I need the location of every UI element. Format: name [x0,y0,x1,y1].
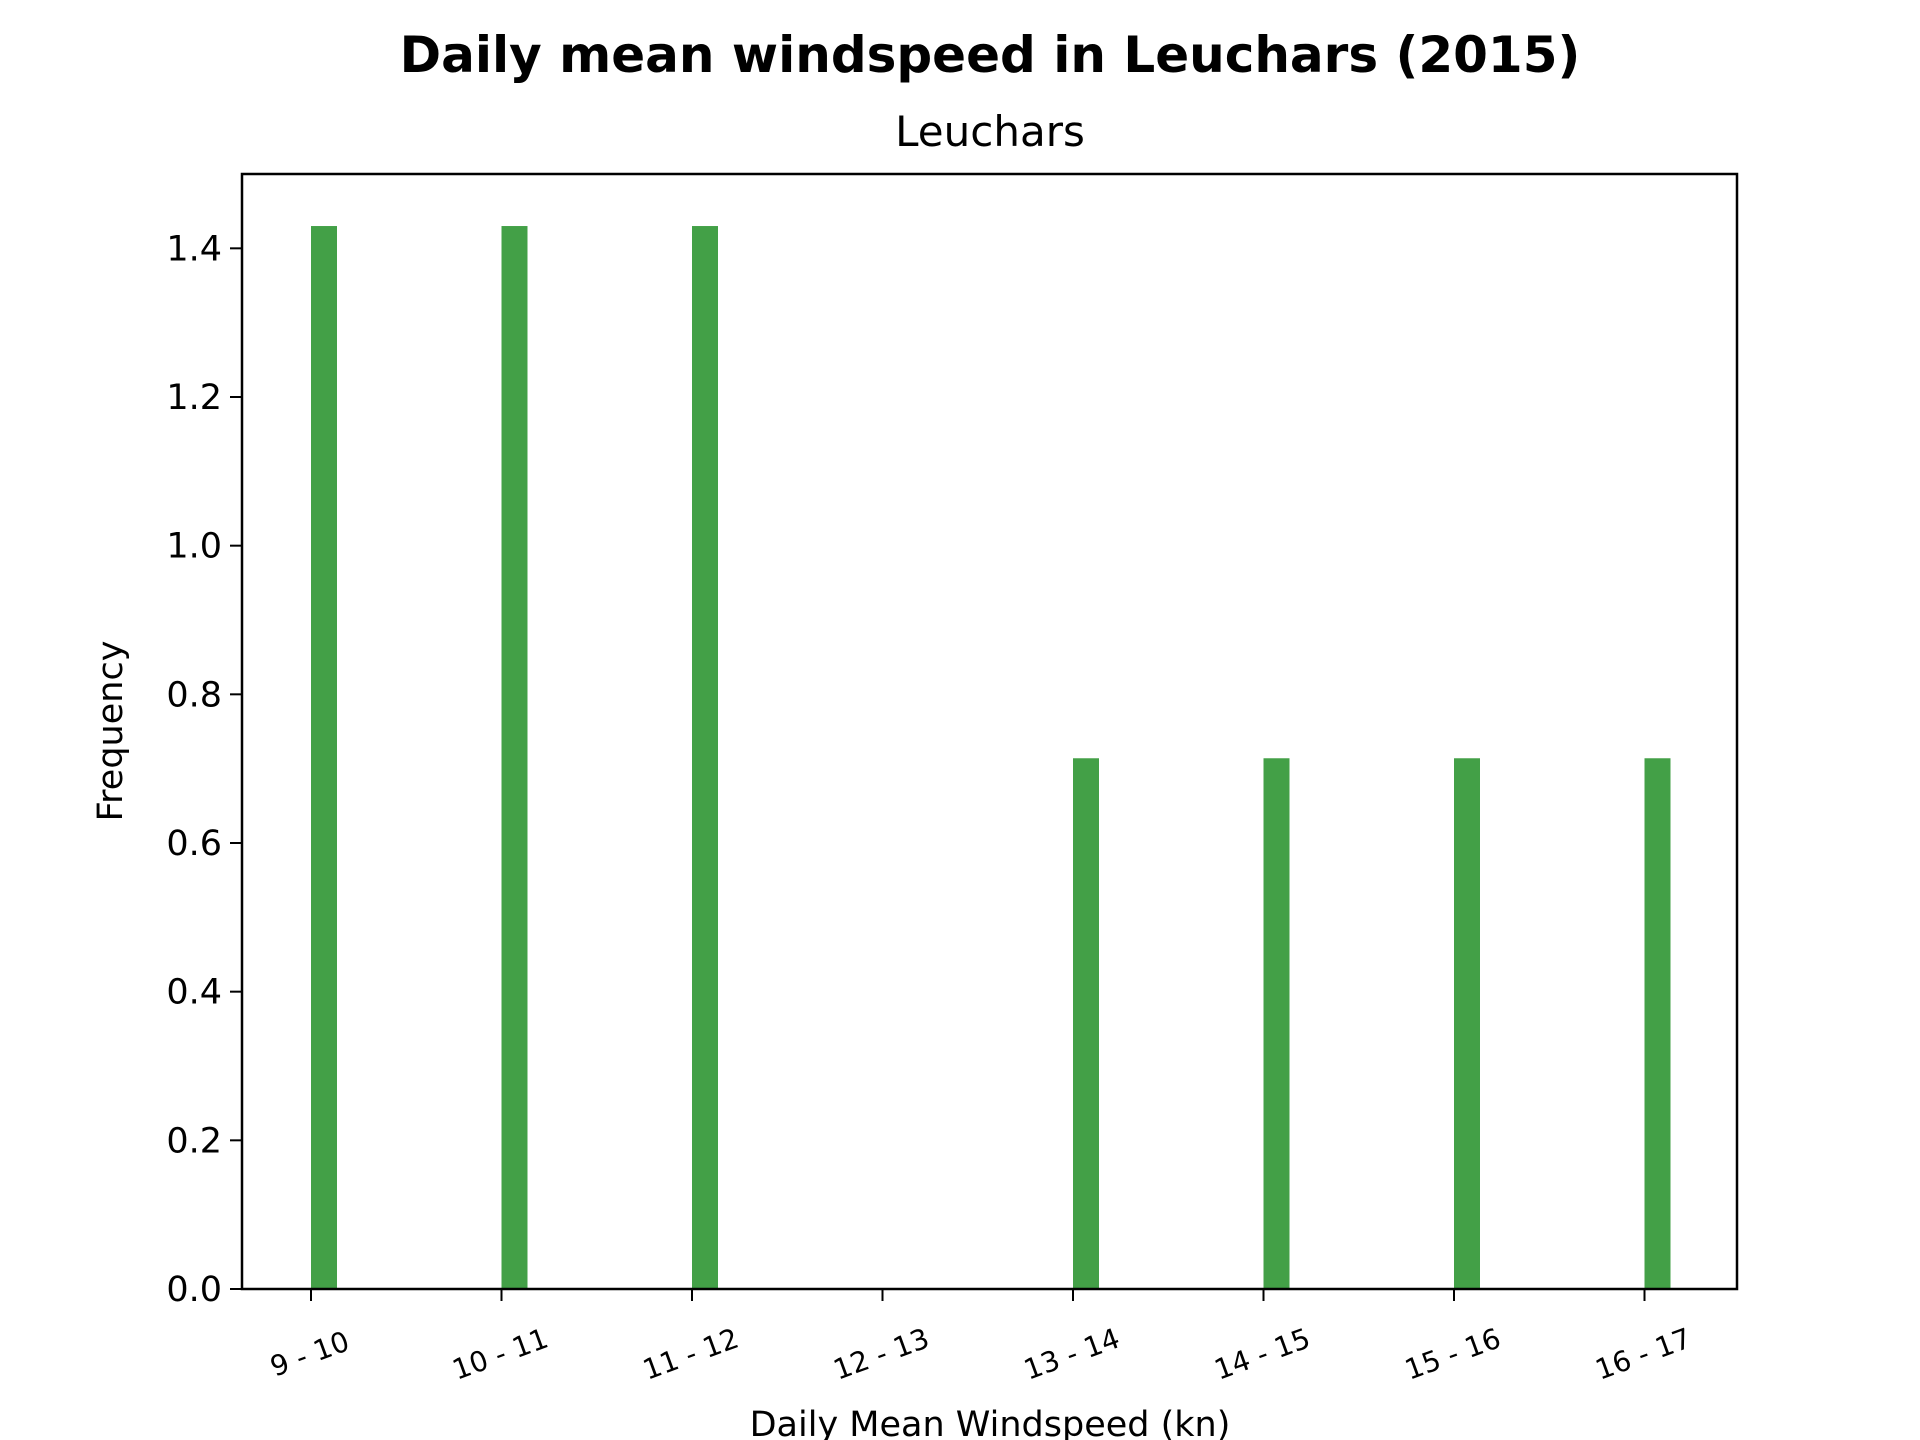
plot-frame [240,172,1739,1291]
bar-0 [311,226,337,1290]
x-axis-label: Daily Mean Windspeed (kn) [750,1405,1231,1440]
y-tick-label-0: 0.0 [166,1270,222,1310]
x-tick-label-6: 15 - 16 [1401,1322,1505,1387]
bar-7 [1644,758,1671,1289]
bar-1 [501,226,528,1290]
bars-group [311,226,1671,1290]
y-tick-label-1: 0.2 [166,1121,222,1161]
y-tick-label-7: 1.4 [166,229,222,269]
x-tick-label-7: 16 - 17 [1591,1322,1695,1387]
y-axis-label: Frequency [91,641,131,822]
x-tick-label-3: 12 - 13 [829,1322,933,1387]
bar-6 [1454,758,1480,1289]
bar-5 [1263,758,1290,1289]
y-axis-ticks: 0.0 0.2 0.4 0.6 0.8 1.0 1.2 1.4 [166,229,242,1310]
x-tick-label-2: 11 - 12 [639,1322,743,1387]
x-tick-label-4: 13 - 14 [1020,1322,1124,1387]
y-tick-label-3: 0.6 [166,824,222,864]
x-tick-label-1: 10 - 11 [448,1322,552,1387]
x-tick-label-5: 14 - 15 [1210,1322,1314,1387]
y-tick-label-4: 0.8 [166,675,222,715]
bar-4 [1073,758,1099,1289]
x-tick-label-0: 9 - 10 [266,1325,354,1384]
bar-2 [692,226,718,1290]
y-tick-label-5: 1.0 [166,527,222,567]
y-tick-label-2: 0.4 [166,973,222,1013]
chart-subtitle: Leuchars [895,107,1085,156]
chart-title: Daily mean windspeed in Leuchars (2015) [400,26,1581,84]
x-axis-ticks: 9 - 10 10 - 11 11 - 12 12 - 13 13 - 14 14 - 1… [266,1289,1695,1387]
y-tick-label-6: 1.2 [166,378,222,418]
